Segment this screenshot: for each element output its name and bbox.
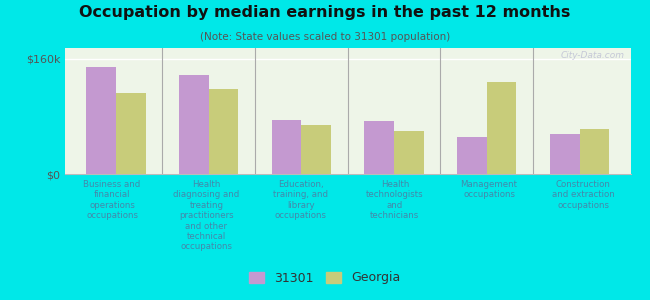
Text: Construction
and extraction
occupations: Construction and extraction occupations [552, 180, 615, 210]
Text: Management
occupations: Management occupations [461, 180, 517, 200]
Bar [209, 89, 239, 174]
Bar [179, 75, 209, 174]
Bar [580, 129, 609, 174]
Text: Education,
training, and
library
occupations: Education, training, and library occupat… [273, 180, 328, 220]
Text: Occupation by median earnings in the past 12 months: Occupation by median earnings in the pas… [79, 4, 571, 20]
Text: City-Data.com: City-Data.com [561, 50, 625, 59]
Bar [394, 131, 424, 174]
Bar [86, 68, 116, 174]
Legend: 31301, Georgia: 31301, Georgia [243, 265, 407, 291]
Text: Health
technologists
and
technicians: Health technologists and technicians [366, 180, 424, 220]
Bar [272, 120, 302, 174]
Bar [302, 125, 331, 174]
Text: Business and
financial
operations
occupations: Business and financial operations occupa… [83, 180, 141, 220]
Bar [550, 134, 580, 174]
Bar [457, 136, 487, 174]
Bar [487, 82, 517, 174]
Text: (Note: State values scaled to 31301 population): (Note: State values scaled to 31301 popu… [200, 32, 450, 41]
Bar [365, 122, 394, 174]
Bar [116, 93, 146, 174]
Text: Health
diagnosing and
treating
practitioners
and other
technical
occupations: Health diagnosing and treating practitio… [174, 180, 239, 251]
